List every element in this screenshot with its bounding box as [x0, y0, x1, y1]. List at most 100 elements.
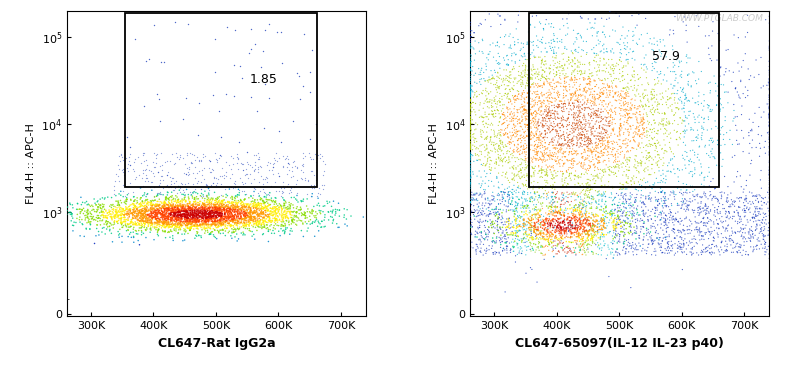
Point: [492, 131, 504, 137]
Point: [582, 16, 595, 22]
Point: [683, 227, 696, 233]
Point: [225, 206, 237, 212]
Point: [163, 207, 175, 213]
Point: [72, 206, 84, 212]
Point: [115, 152, 128, 158]
Point: [640, 156, 653, 162]
Point: [212, 219, 225, 225]
Point: [282, 190, 295, 196]
Point: [533, 184, 545, 190]
Point: [605, 83, 618, 89]
Point: [684, 230, 697, 236]
Point: [263, 214, 275, 220]
Point: [548, 108, 561, 114]
Point: [548, 74, 561, 79]
Point: [507, 86, 520, 92]
Point: [147, 215, 159, 220]
Point: [650, 92, 663, 98]
Point: [294, 167, 307, 173]
Point: [103, 203, 116, 209]
Point: [597, 98, 610, 103]
Point: [740, 198, 753, 204]
Point: [249, 159, 261, 165]
Point: [255, 201, 267, 206]
Point: [94, 222, 107, 228]
Point: [663, 131, 675, 137]
Point: [213, 213, 226, 219]
Point: [143, 167, 155, 173]
Point: [559, 32, 572, 38]
Point: [523, 121, 536, 127]
Point: [553, 61, 566, 67]
Point: [534, 221, 547, 227]
Point: [216, 209, 229, 215]
Point: [763, 76, 776, 82]
Point: [563, 245, 575, 251]
Point: [710, 162, 723, 168]
Point: [58, 310, 70, 316]
Point: [559, 137, 571, 143]
Point: [181, 169, 194, 174]
Point: [544, 233, 557, 239]
Point: [464, 39, 477, 45]
Point: [578, 99, 591, 105]
Point: [472, 231, 484, 237]
Point: [139, 209, 151, 215]
Point: [213, 213, 226, 219]
Point: [654, 126, 667, 132]
Point: [545, 231, 558, 237]
Point: [643, 172, 656, 178]
Point: [741, 204, 753, 210]
Point: [506, 224, 518, 230]
Point: [184, 227, 196, 233]
Point: [160, 207, 173, 213]
Point: [588, 214, 600, 220]
Point: [230, 220, 243, 226]
Point: [488, 231, 500, 237]
Point: [616, 148, 629, 154]
Point: [545, 198, 558, 204]
Point: [110, 198, 123, 204]
Point: [566, 151, 578, 157]
Point: [186, 207, 199, 213]
Point: [208, 203, 220, 209]
Point: [171, 213, 184, 219]
Point: [731, 169, 744, 174]
Point: [316, 218, 328, 224]
Point: [466, 195, 478, 201]
Point: [163, 201, 176, 206]
Point: [195, 187, 208, 192]
Point: [658, 148, 671, 154]
Point: [183, 220, 196, 226]
Point: [570, 152, 583, 158]
Point: [181, 215, 193, 221]
Point: [636, 135, 649, 141]
Point: [256, 198, 269, 204]
Point: [241, 208, 253, 213]
Point: [489, 1, 502, 7]
Point: [202, 219, 215, 224]
Point: [226, 219, 239, 225]
Point: [546, 249, 559, 255]
Point: [232, 213, 245, 219]
Point: [510, 123, 522, 129]
Point: [589, 98, 601, 104]
Point: [513, 78, 525, 84]
Point: [619, 217, 631, 223]
Point: [279, 226, 292, 232]
Point: [480, 250, 492, 256]
Point: [573, 230, 585, 236]
Point: [499, 171, 512, 177]
Point: [245, 180, 257, 186]
Point: [158, 224, 170, 230]
Point: [519, 221, 532, 227]
Point: [682, 15, 694, 21]
Point: [226, 215, 238, 221]
Point: [110, 210, 123, 216]
Point: [643, 171, 656, 177]
Point: [136, 203, 148, 209]
Point: [155, 212, 167, 218]
Point: [185, 210, 197, 216]
Point: [620, 226, 633, 232]
Point: [699, 230, 712, 236]
